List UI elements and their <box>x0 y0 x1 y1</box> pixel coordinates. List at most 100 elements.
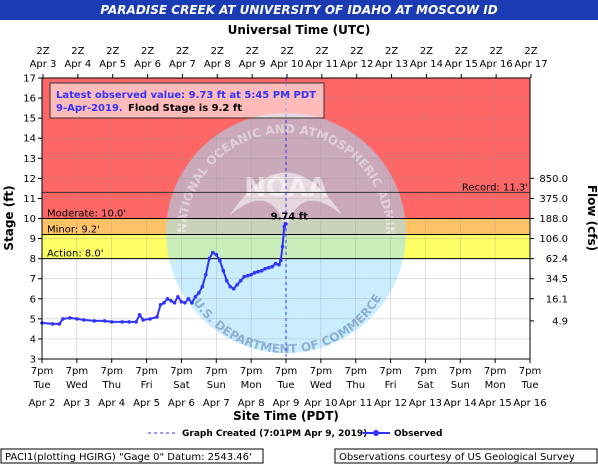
stage-tick-label: 16 <box>23 94 36 105</box>
bottom-tick-time: 7pm <box>240 366 262 377</box>
observed-point <box>61 317 65 321</box>
bottom-tick-weekday: Wed <box>66 380 88 391</box>
top-tick-hour: 2Z <box>211 46 224 57</box>
bottom-tick-date: Apr 5 <box>133 398 160 409</box>
observed-point <box>256 269 260 274</box>
observed-point <box>155 315 159 319</box>
bottom-tick-time: 7pm <box>310 366 332 377</box>
top-tick-hour: 2Z <box>141 46 154 57</box>
bottom-tick-time: 7pm <box>66 366 88 377</box>
top-tick-date: Apr 4 <box>64 59 91 70</box>
bottom-tick-time: 7pm <box>275 366 297 377</box>
bottom-tick-weekday: Tue <box>276 380 294 391</box>
observed-point <box>190 301 194 305</box>
record-stage-label: Record: 11.3' <box>462 182 528 193</box>
legend-created-label: Graph Created (7:01PM Apr 9, 2019) <box>182 429 367 439</box>
observed-point <box>277 262 281 267</box>
footer-left-box <box>0 448 264 464</box>
bottom-tick-weekday: Mon <box>241 380 262 391</box>
stage-tick-label: 11 <box>23 194 36 205</box>
legend: Graph Created (7:01PM Apr 9, 2019) Obser… <box>148 429 442 439</box>
observed-point <box>134 320 138 324</box>
bottom-tick-time: 7pm <box>484 366 506 377</box>
observed-point <box>193 295 198 299</box>
top-tick-hour: 2Z <box>524 46 537 57</box>
observed-point <box>279 258 283 263</box>
observed-point <box>172 301 177 305</box>
stage-tick-label: 8 <box>30 254 36 265</box>
bottom-tick-weekday: Sat <box>173 380 189 391</box>
bottom-tick-weekday: Tue <box>520 380 538 391</box>
bottom-tick-date: Apr 10 <box>304 398 337 409</box>
info-box-frame <box>49 82 325 119</box>
top-tick-date: Apr 17 <box>514 59 547 70</box>
bottom-tick-weekday: Sun <box>207 380 226 391</box>
bottom-tick-date: Apr 14 <box>444 398 477 409</box>
observed-point <box>102 319 107 323</box>
top-tick-hour: 2Z <box>385 46 398 57</box>
right-axis-title: Flow (cfs) <box>585 185 598 251</box>
action-stage-label: Action: 8.0' <box>47 249 104 260</box>
bottom-tick-date: Apr 8 <box>238 398 265 409</box>
top-tick-date: Apr 3 <box>30 59 57 70</box>
observed-point <box>50 322 55 326</box>
observed-point <box>235 282 239 287</box>
bottom-tick-date: Apr 12 <box>374 398 407 409</box>
top-tick-hour: 2Z <box>420 46 433 57</box>
observed-point <box>200 284 205 289</box>
bottom-axis-title: Site Time (PDT) <box>233 409 339 423</box>
observed-point <box>197 291 201 295</box>
observed-point <box>162 301 166 305</box>
observed-point <box>165 297 170 301</box>
bottom-tick-weekday: Thu <box>345 380 365 391</box>
bottom-tick-time: 7pm <box>170 366 192 377</box>
top-tick-date: Apr 12 <box>340 59 373 70</box>
observed-point <box>127 320 131 324</box>
observed-point <box>270 264 274 269</box>
observed-point <box>224 278 229 283</box>
bottom-tick-time: 7pm <box>414 366 436 377</box>
footer-datum: PACI1(plotting HGIRG) "Gage 0" Datum: 25… <box>5 452 252 463</box>
top-tick-hour: 2Z <box>490 46 503 57</box>
observed-point <box>186 297 191 301</box>
latest-observation-box: Latest observed value: 9.73 ft at 5:45 P… <box>49 82 325 119</box>
observed-point <box>75 317 79 321</box>
top-tick-date: Apr 6 <box>134 59 161 70</box>
observed-point <box>82 318 86 322</box>
observed-point <box>109 320 114 324</box>
bottom-tick-weekday: Fri <box>141 380 153 391</box>
top-tick-date: Apr 8 <box>204 59 231 70</box>
observed-point <box>204 272 208 277</box>
bottom-tick-date: Apr 6 <box>168 398 195 409</box>
observed-point <box>92 319 97 323</box>
observed-point <box>282 224 287 229</box>
bottom-tick-time: 7pm <box>344 366 366 377</box>
observed-point <box>252 270 257 275</box>
moderate-stage-label: Moderate: 10.0' <box>47 209 126 220</box>
observed-point <box>169 299 173 303</box>
flow-tick-label: 106.0 <box>539 234 568 245</box>
top-tick-date: Apr 5 <box>99 59 126 70</box>
observed-point <box>57 322 62 326</box>
legend-observed-marker <box>373 430 379 436</box>
info-latest-value: Latest observed value: 9.73 ft at 5:45 P… <box>56 90 316 101</box>
top-tick-hour: 2Z <box>280 46 293 57</box>
observed-point <box>179 300 184 304</box>
bottom-tick-date: Apr 15 <box>479 398 512 409</box>
observed-point <box>231 287 236 291</box>
flow-tick-label: 62.4 <box>546 254 568 265</box>
bottom-tick-weekday: Wed <box>310 380 332 391</box>
bottom-tick-date: Apr 13 <box>409 398 442 409</box>
observed-point <box>280 244 285 249</box>
observed-point <box>263 266 267 271</box>
minor-stage-label: Minor: 9.2' <box>47 225 100 236</box>
observed-point <box>176 295 180 299</box>
stage-tick-label: 17 <box>23 74 36 85</box>
bottom-tick-time: 7pm <box>519 366 541 377</box>
observed-point <box>249 272 253 277</box>
top-tick-hour: 2Z <box>455 46 468 57</box>
flow-tick-label: 4.9 <box>552 316 568 327</box>
left-axis-title: Stage (ft) <box>2 185 16 250</box>
top-tick-hour: 2Z <box>36 46 49 57</box>
stage-tick-label: 15 <box>23 114 36 125</box>
